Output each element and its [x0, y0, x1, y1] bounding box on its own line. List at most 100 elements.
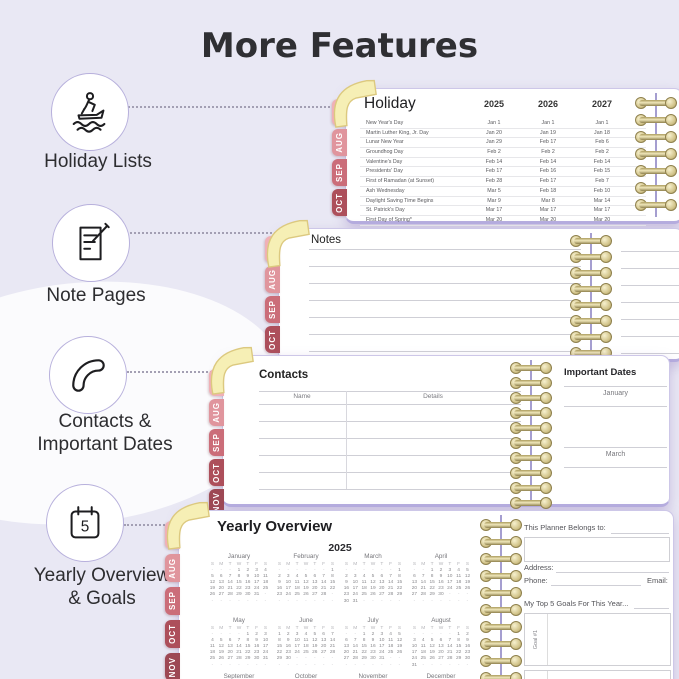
mini-calendar-july: July S M T W T F S - -1 2 3 4 5 6 7 8 9 10 11 12 13 14 15 16 17 18… — [342, 617, 404, 669]
month-tab-sep: SEP — [165, 587, 180, 615]
yearly-title: Yearly Overview — [217, 518, 333, 535]
mini-calendar-month-name: December — [426, 673, 456, 679]
week-row: 29 30- - - - - — [276, 656, 334, 662]
feature-label-holiday-lists: Holiday Lists — [0, 150, 213, 173]
spiral-coil-icon — [570, 315, 612, 327]
holiday-date: Jan 19 — [540, 129, 556, 136]
mini-calendar-november: NovemberSMTWTFS------1234567891011121314… — [342, 673, 404, 679]
month-tab-aug: AUG — [265, 266, 280, 293]
spiral-coil-icon — [635, 182, 677, 194]
month-tab-oct: OCT — [165, 620, 180, 648]
week-row: 23 24 25 26 27 28 29 — [343, 592, 403, 598]
holiday-date: Jan 18 — [594, 129, 610, 136]
holiday-name: Martin Luther King, Jr. Day — [366, 129, 429, 136]
goal-label: Goal #2 — [525, 671, 547, 679]
spiral-coil-icon — [570, 283, 612, 295]
page-gap-line — [500, 515, 502, 679]
bookmark-ribbon-icon — [266, 219, 310, 268]
spiral-coil-icon — [510, 407, 552, 419]
month-tab-label: SEP — [212, 432, 221, 452]
holiday-date: Feb 2 — [487, 149, 501, 156]
spiral-coil-icon — [570, 331, 612, 343]
spiral-coil-icon — [635, 148, 677, 160]
week-row: 25 26 27 28 29 30 31 — [209, 656, 269, 662]
holiday-table: New Year's Day Jan 1 Jan 1 Jan 1 Martin Luth… — [360, 119, 646, 226]
holiday-date: Feb 15 — [593, 168, 611, 175]
connector-line-yearly — [124, 524, 204, 526]
feature-label-note-pages: Note Pages — [0, 284, 211, 307]
spiral-coil-icon — [480, 570, 522, 582]
week-row: 30 31- - - - - — [343, 598, 401, 604]
goal-box-divider — [547, 614, 548, 665]
week-row: 15 16 17 18 19 20 21 — [276, 644, 336, 650]
yearly-overview-page: JULAUGSEPOCTNOV Yearly Overview 2025 Jan… — [165, 501, 674, 679]
mini-calendar-september: SeptemberSMTWTFS-12345678910111213141516… — [208, 673, 270, 679]
ruled-line — [621, 251, 679, 252]
spiral-coil-icon — [510, 467, 552, 479]
mini-calendar-february: February S M T W T F S - - - - - -1 2 3 4 5 6 7 8 9 10 11 12 13 14… — [275, 553, 337, 605]
holiday-date: Feb 28 — [485, 178, 503, 185]
month-tab-label: SEP — [335, 162, 344, 182]
mini-calendar-month-name: October — [294, 673, 318, 679]
holiday-name: First Day of Spring* — [366, 216, 412, 223]
week-row: 10 11 12 13 14 15 16 — [411, 644, 471, 650]
week-row: 26 27 28 29 30 31- — [209, 592, 267, 598]
mini-calendar-month-name: July — [367, 617, 379, 624]
holiday-date: Jan 1 — [487, 120, 501, 126]
holiday-row: Groundhog Day Feb 2 Feb 2 Feb 2 — [360, 148, 646, 158]
mini-calendar-october: OctoberSMTWTFS---12345678910111213141516… — [275, 673, 337, 679]
holiday-row: Lunar New Year Jan 29 Feb 17 Feb 6 — [360, 138, 646, 149]
phone-icon — [72, 359, 105, 392]
contacts-column-name: Name — [293, 393, 311, 400]
feature-circle-yearly: 5 — [46, 484, 124, 562]
feature-label-line: Note Pages — [46, 285, 146, 306]
month-tab-label: AUG — [268, 269, 277, 290]
section-line — [564, 467, 667, 468]
mini-calendar-month-name: March — [364, 553, 382, 560]
holiday-date: Jan 20 — [486, 129, 502, 136]
holiday-date: Mar 17 — [539, 207, 557, 214]
spiral-coil-icon — [635, 114, 677, 126]
contacts-page: JULAUGSEPOCTNOV Contacts Name Details Im… — [209, 346, 670, 516]
week-row: 13 14 15 16 17 18 19 — [411, 580, 471, 586]
spiral-coil-icon — [635, 97, 677, 109]
month-tab-label: AUG — [168, 557, 177, 579]
holiday-row: Daylight Saving Time Begins Mar 9 Mar 8 Mar… — [360, 197, 646, 207]
month-tab-aug: AUG — [209, 399, 224, 426]
month-tab-nov: NOV — [165, 653, 180, 679]
week-row: ------- — [278, 598, 334, 604]
week-row: 17 18 19 20 21 22 23 — [411, 650, 471, 656]
holiday-page: JULAUGSEPOCT Holiday 2025 2026 2027 New … — [332, 79, 679, 226]
week-row: ------- — [345, 662, 401, 668]
month-tab-label: OCT — [212, 462, 221, 483]
feature-label-contacts: Contacts & Important Dates — [0, 410, 220, 456]
page-title: More Features — [200, 26, 479, 66]
holiday-date: Mar 20 — [593, 216, 611, 223]
ruled-line — [621, 302, 679, 303]
connector-line-notes — [130, 232, 296, 234]
week-row: 18 19 20 21 22 23 24 — [209, 650, 269, 656]
month-tab-label: OCT — [335, 192, 344, 213]
holiday-row: New Year's Day Jan 1 Jan 1 Jan 1 — [360, 119, 646, 129]
holiday-name: Lunar New Year — [366, 139, 404, 146]
week-row: 5 6 7 8 9 10 11 — [211, 574, 268, 580]
section-line — [564, 406, 667, 407]
important-dates-month: March — [605, 451, 626, 458]
holiday-date: Feb 18 — [539, 187, 557, 194]
week-row: ------1 — [345, 568, 401, 574]
belongs-label: This Planner Belongs to: — [524, 523, 606, 532]
write-in-line — [556, 572, 669, 573]
belongs-box — [524, 537, 670, 562]
holiday-date: Jan 1 — [595, 120, 609, 126]
holiday-name: St. Patrick's Day — [366, 207, 405, 214]
holiday-name: Valentine's Day — [366, 158, 403, 165]
spiral-coil-icon — [480, 536, 522, 548]
holiday-date: Feb 2 — [541, 149, 555, 156]
spiral-coil-icon — [570, 235, 612, 247]
holiday-date: Feb 17 — [539, 178, 557, 185]
